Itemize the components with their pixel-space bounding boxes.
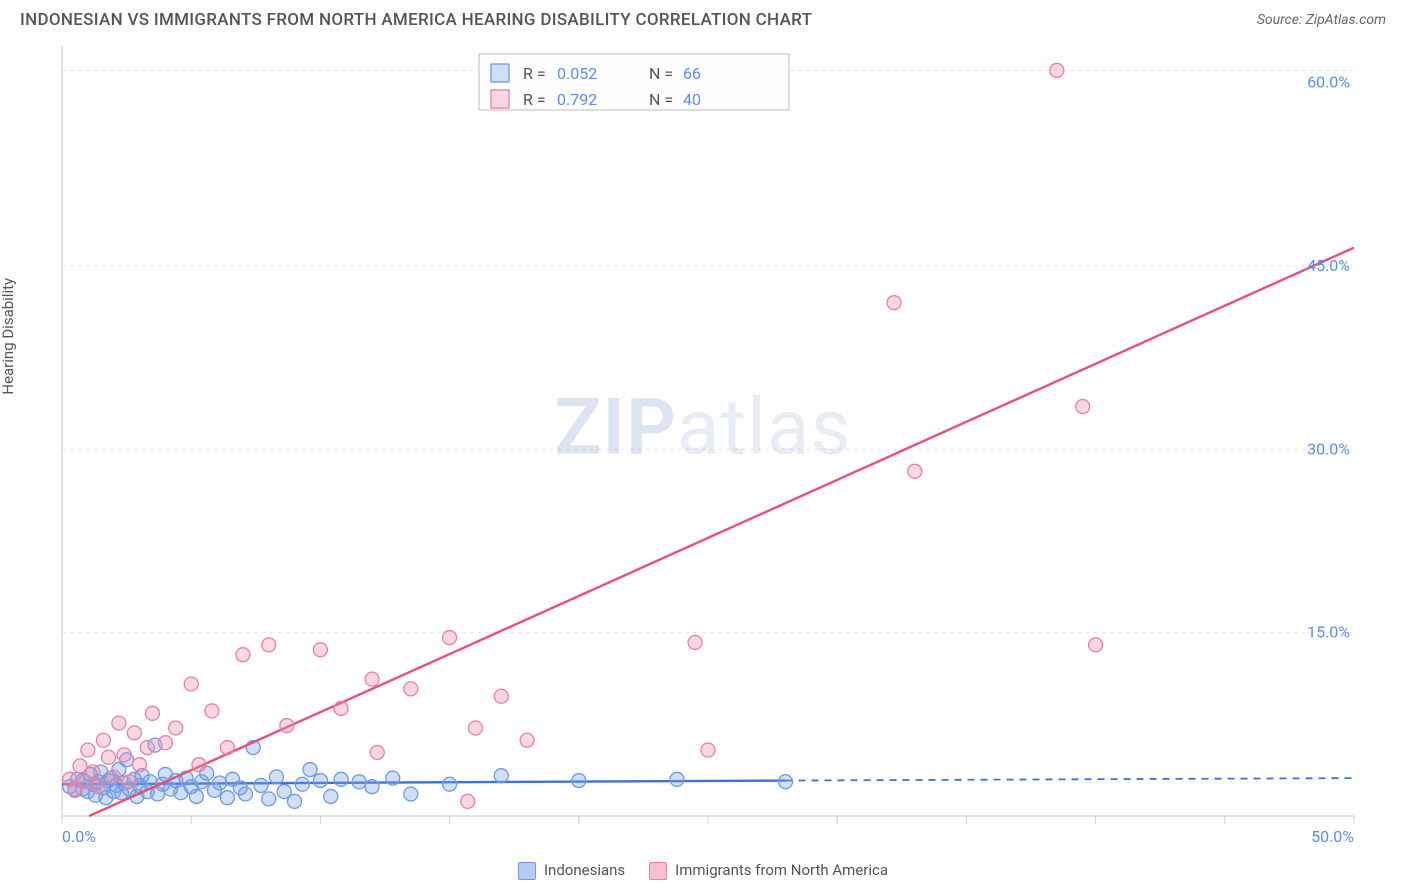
svg-text:40: 40 xyxy=(683,90,701,109)
source-attribution: Source: ZipAtlas.com xyxy=(1257,12,1386,28)
svg-text:N =: N = xyxy=(649,90,673,109)
svg-text:0.052: 0.052 xyxy=(557,64,597,83)
svg-text:45.0%: 45.0% xyxy=(1307,256,1350,275)
header: INDONESIAN VS IMMIGRANTS FROM NORTH AMER… xyxy=(0,0,1406,34)
y-axis-label: Hearing Disability xyxy=(0,278,17,395)
svg-text:60.0%: 60.0% xyxy=(1307,73,1350,92)
legend-swatch xyxy=(649,862,667,880)
chart-title: INDONESIAN VS IMMIGRANTS FROM NORTH AMER… xyxy=(20,10,812,30)
svg-text:30.0%: 30.0% xyxy=(1307,439,1350,458)
svg-text:N =: N = xyxy=(649,64,673,83)
svg-text:R =: R = xyxy=(523,90,546,109)
svg-text:15.0%: 15.0% xyxy=(1307,623,1350,642)
legend-label: Indonesians xyxy=(544,861,625,879)
legend-item: Indonesians xyxy=(518,861,625,880)
legend-swatch xyxy=(518,862,536,880)
legend-item: Immigrants from North America xyxy=(649,861,888,880)
series-legend: Indonesians Immigrants from North America xyxy=(518,861,888,880)
chart-container: Hearing Disability 15.0%30.0%45.0%60.0%0… xyxy=(14,38,1392,850)
svg-text:66: 66 xyxy=(683,64,701,83)
legend-label: Immigrants from North America xyxy=(675,861,888,879)
svg-text:R =: R = xyxy=(523,64,546,83)
svg-text:0.792: 0.792 xyxy=(557,90,597,109)
scatter-chart: 15.0% 30.0% 45.0% 60.0% 0.0% 50.0% R = 0.052 N … xyxy=(14,38,1392,850)
svg-text:50.0%: 50.0% xyxy=(1311,827,1354,846)
svg-text:0.0%: 0.0% xyxy=(62,827,96,846)
